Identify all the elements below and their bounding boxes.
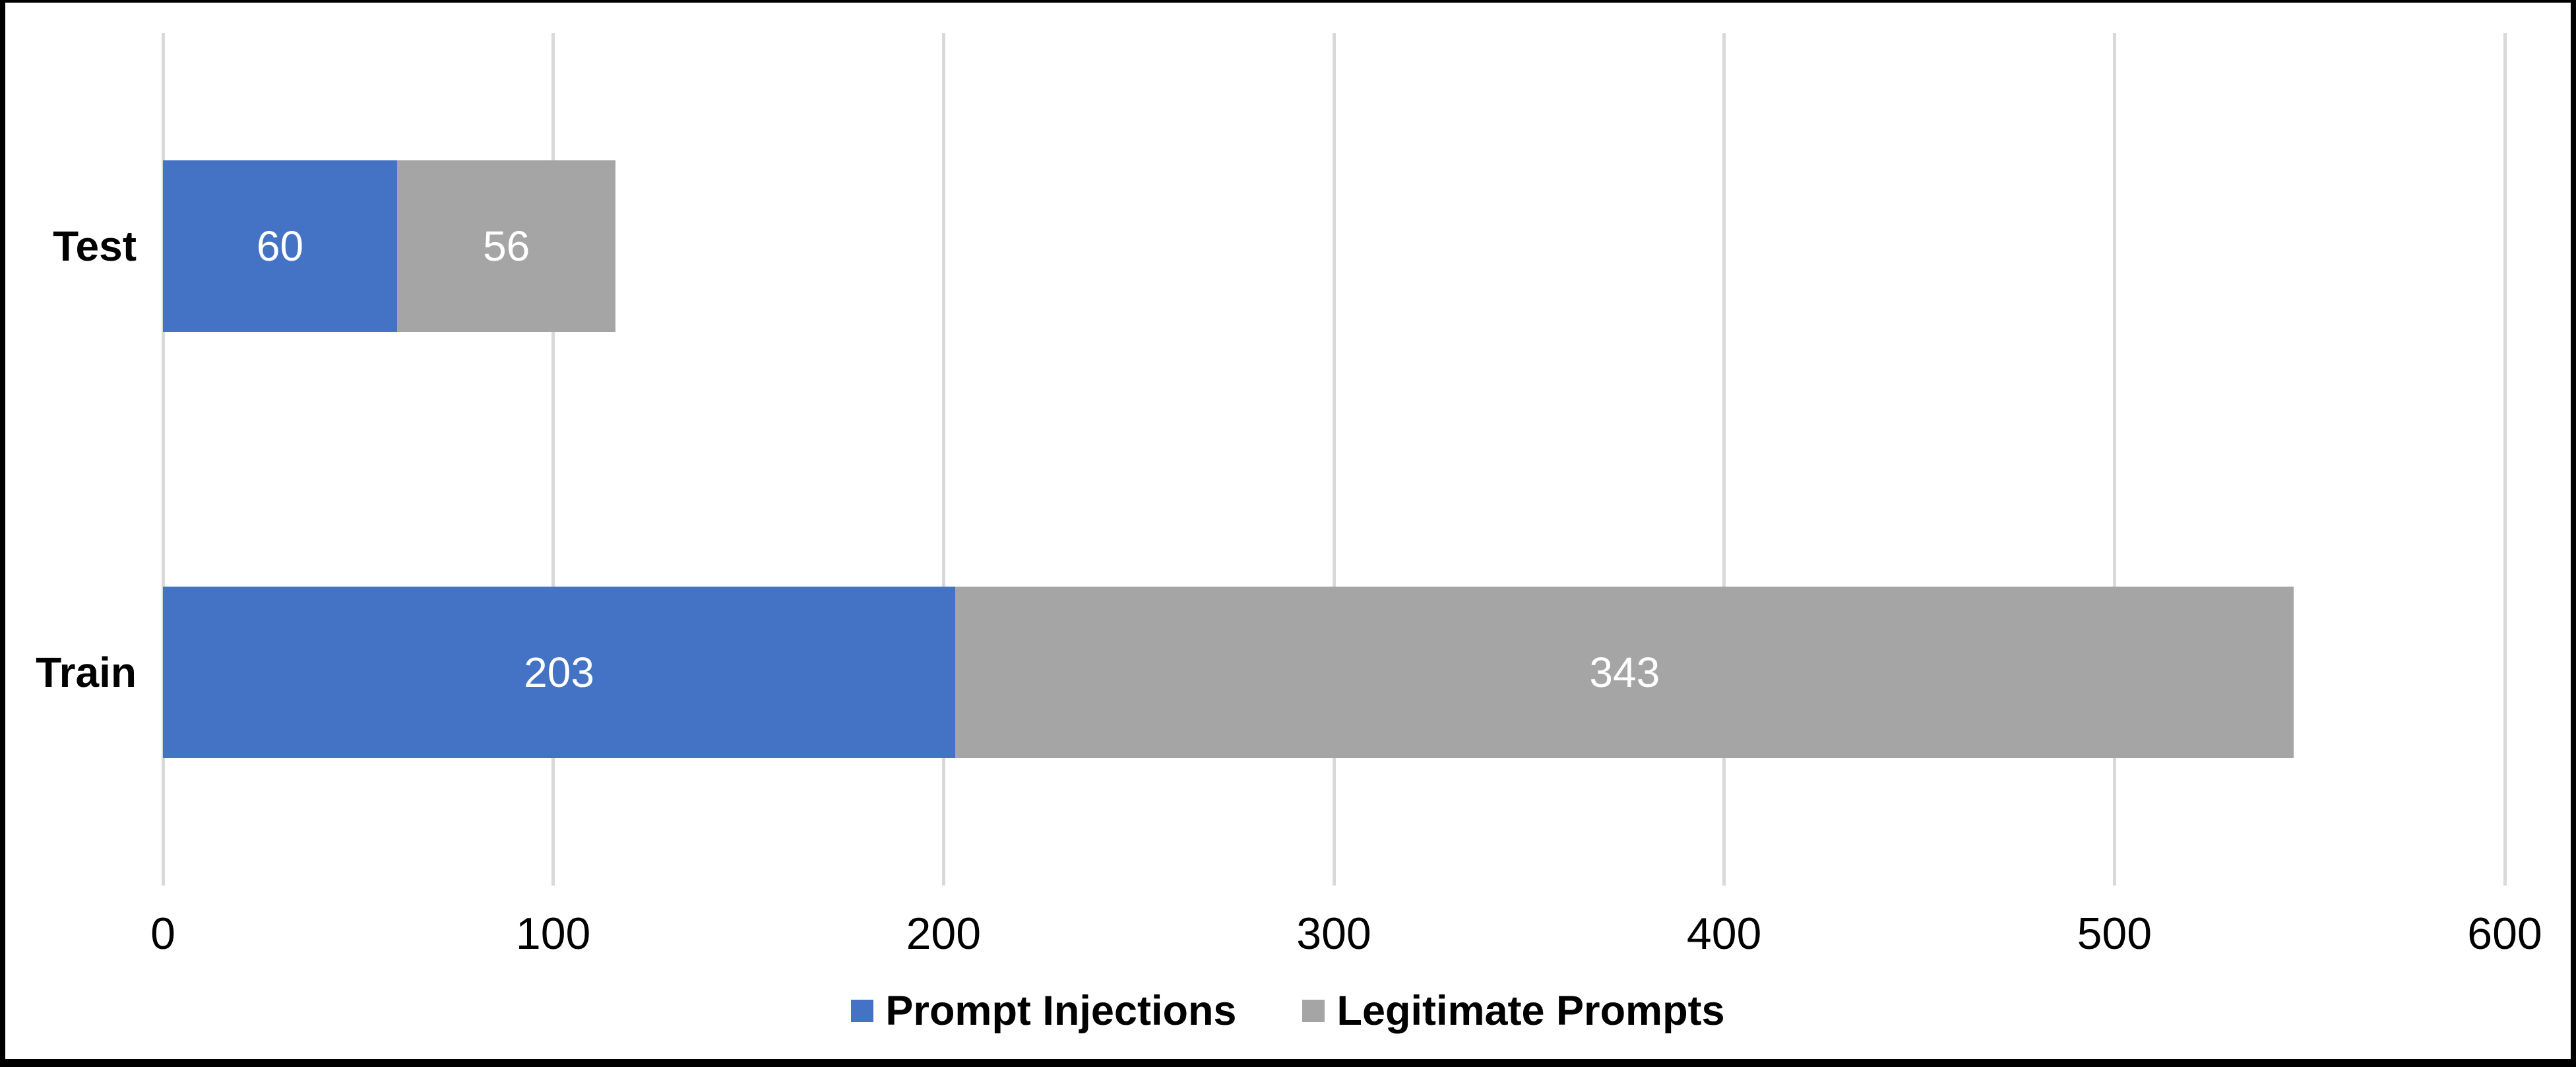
data-label-train-prompt-injections: 203 xyxy=(524,649,594,696)
gridline-400 xyxy=(1722,33,1726,886)
x-tick-label-600: 600 xyxy=(2467,909,2542,959)
gridline-600 xyxy=(2503,33,2507,886)
data-label-train-legitimate-prompts: 343 xyxy=(1589,649,1660,696)
legend-swatch-prompt-injections xyxy=(851,1000,874,1022)
x-tick-label-400: 400 xyxy=(1686,909,1762,959)
x-tick-label-100: 100 xyxy=(515,909,591,959)
gridline-500 xyxy=(2112,33,2116,886)
gridline-300 xyxy=(1332,33,1336,886)
legend-item-prompt-injections: Prompt Injections xyxy=(851,987,1236,1035)
gridline-200 xyxy=(941,33,945,886)
bar-segment-test-prompt-injections: 60 xyxy=(163,160,397,332)
x-tick-label-300: 300 xyxy=(1296,909,1371,959)
gridline-100 xyxy=(551,33,555,886)
gridline-0 xyxy=(161,33,165,886)
x-tick-label-0: 0 xyxy=(150,909,175,959)
category-label-test: Test xyxy=(53,222,137,270)
legend: Prompt Injections Legitimate Prompts xyxy=(0,978,2576,1044)
data-label-test-prompt-injections: 60 xyxy=(256,222,304,270)
bar-segment-train-legitimate-prompts: 343 xyxy=(955,587,2294,758)
category-label-train: Train xyxy=(36,649,137,696)
legend-swatch-legitimate-prompts xyxy=(1302,1000,1325,1022)
bar-segment-train-prompt-injections: 203 xyxy=(163,587,956,758)
bar-segment-test-legitimate-prompts: 56 xyxy=(397,160,616,332)
legend-label-legitimate-prompts: Legitimate Prompts xyxy=(1336,988,1725,1034)
legend-label-prompt-injections: Prompt Injections xyxy=(885,988,1237,1034)
x-tick-label-500: 500 xyxy=(2077,909,2152,959)
data-label-test-legitimate-prompts: 56 xyxy=(483,222,530,270)
x-tick-label-200: 200 xyxy=(906,909,982,959)
legend-item-legitimate-prompts: Legitimate Prompts xyxy=(1302,987,1725,1035)
